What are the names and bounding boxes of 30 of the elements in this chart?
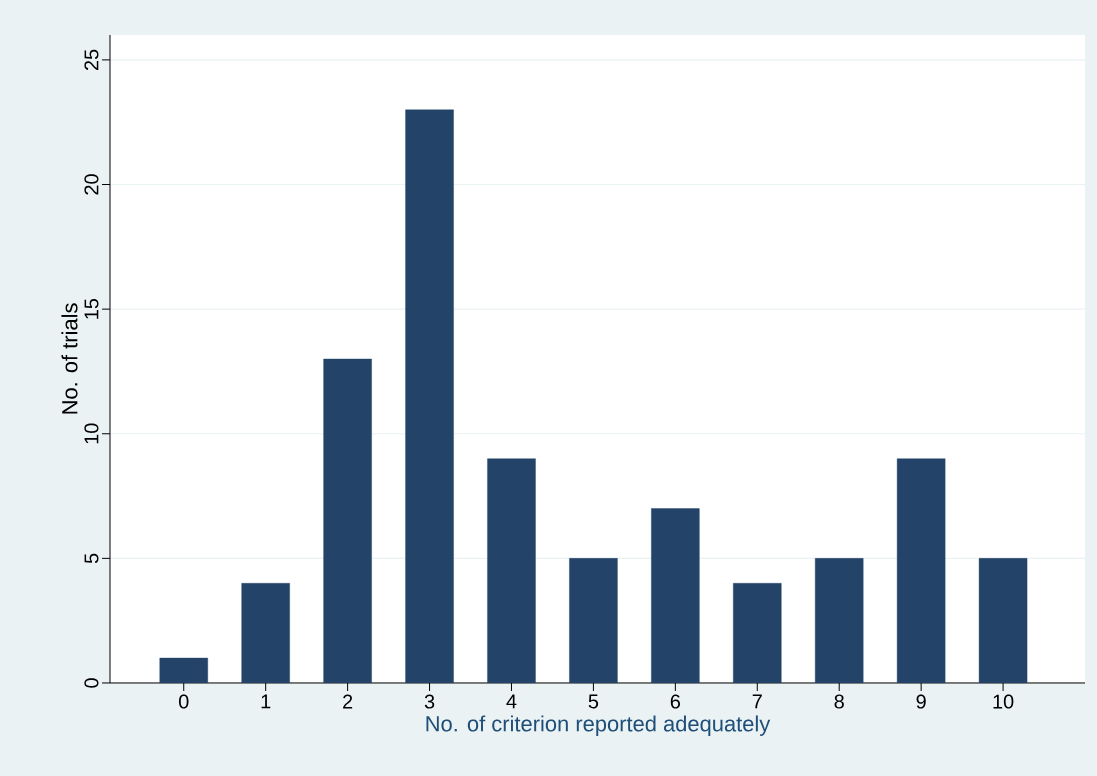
y-axis-title: No. of trials xyxy=(61,303,78,414)
bar xyxy=(651,508,700,683)
bar xyxy=(896,458,946,683)
x-tick-label: 5 xyxy=(588,694,599,709)
y-tick-label: 10 xyxy=(84,423,99,444)
bar xyxy=(159,657,208,683)
y-tick-label: 5 xyxy=(84,553,99,564)
x-tick-label: 10 xyxy=(993,694,1014,709)
bar xyxy=(978,558,1028,683)
bar xyxy=(815,558,864,683)
y-tick-label: 0 xyxy=(84,678,99,688)
bar xyxy=(241,583,290,683)
x-axis-title: No. of criterion reported adequately xyxy=(426,715,771,736)
y-tick-label: 20 xyxy=(84,174,99,195)
x-tick-label: 7 xyxy=(752,694,762,709)
bar xyxy=(569,558,618,683)
x-tick-label: 8 xyxy=(834,694,844,709)
x-tick-label: 9 xyxy=(916,694,926,709)
y-tick-label: 15 xyxy=(84,298,99,319)
bar xyxy=(733,583,782,683)
bar xyxy=(405,109,454,683)
x-tick-label: 6 xyxy=(670,694,681,709)
x-tick-label: 2 xyxy=(343,694,353,709)
y-tick-label: 25 xyxy=(84,49,99,70)
bar xyxy=(487,458,536,683)
x-tick-label: 1 xyxy=(261,694,271,709)
x-tick-label: 0 xyxy=(178,694,189,709)
x-tick-label: 4 xyxy=(506,694,517,709)
x-tick-label: 3 xyxy=(424,694,435,709)
bar xyxy=(323,358,372,683)
